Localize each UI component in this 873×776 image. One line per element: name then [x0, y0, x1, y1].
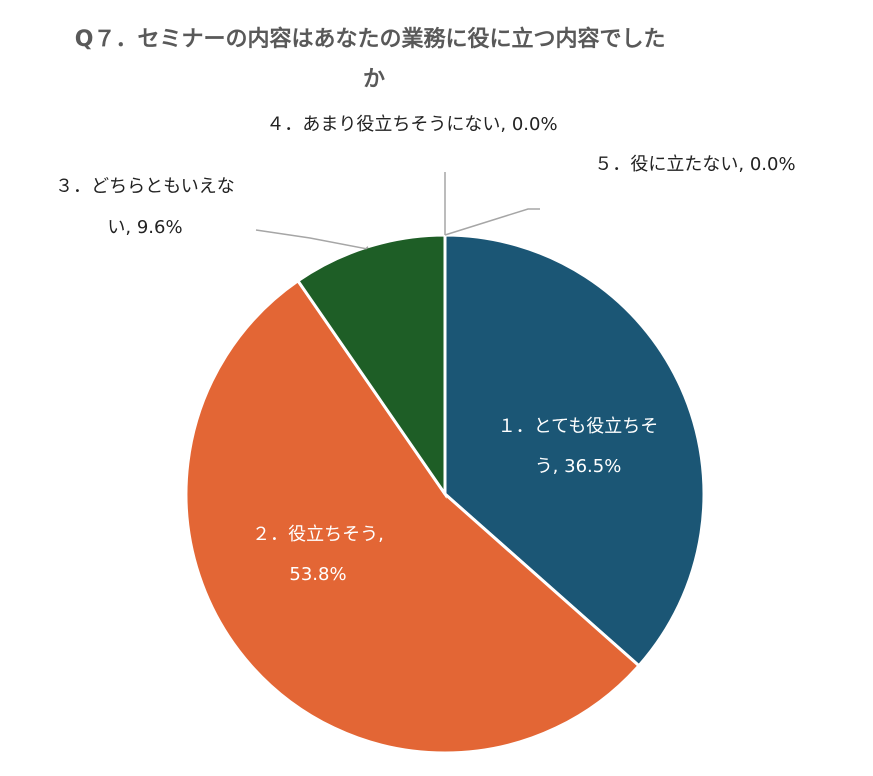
- data-label-5-line-1: ５．役に立たない, 0.0%: [594, 154, 795, 175]
- data-label-2-line-1: ２．役立ちそう,: [252, 524, 384, 545]
- pie-slice-1: [443, 233, 706, 668]
- pie-slice-3: [295, 233, 447, 499]
- data-label-3: ３．どちらともいえない, 9.6%: [55, 176, 235, 238]
- data-label-3-line-1: ３．どちらともいえな: [55, 176, 235, 197]
- chart-title-line-1: Q７．セミナーの内容はあなたの業務に役に立つ内容でした: [75, 26, 666, 52]
- data-label-5: ５．役に立たない, 0.0%: [594, 154, 795, 175]
- leader-lines: [255, 172, 540, 250]
- data-label-4: ４．あまり役立ちそうにない, 0.0%: [266, 114, 557, 135]
- leader-line-5: [444, 208, 540, 236]
- data-label-2-line-2: 53.8%: [289, 564, 346, 585]
- data-label-3-line-2: い, 9.6%: [107, 217, 182, 238]
- pie-slices: [184, 233, 706, 755]
- pie-slice-2: [184, 278, 642, 755]
- data-label-2: ２．役立ちそう, 53.8%: [252, 524, 384, 585]
- chart-title-line-2: か: [363, 67, 385, 92]
- data-label-1: １．とても役立ちそう, 36.5%: [498, 416, 659, 477]
- leader-line-3: [255, 229, 369, 250]
- data-labels: １．とても役立ちそう, 36.5% ２．役立ちそう, 53.8% ３．どちらともいえな…: [55, 114, 795, 585]
- data-label-1-line-2: う, 36.5%: [535, 456, 622, 477]
- data-label-4-line-1: ４．あまり役立ちそうにない, 0.0%: [266, 114, 557, 135]
- data-label-1-line-1: １．とても役立ちそ: [498, 416, 659, 437]
- chart-title: Q７．セミナーの内容はあなたの業務に役に立つ内容でした か: [75, 26, 673, 92]
